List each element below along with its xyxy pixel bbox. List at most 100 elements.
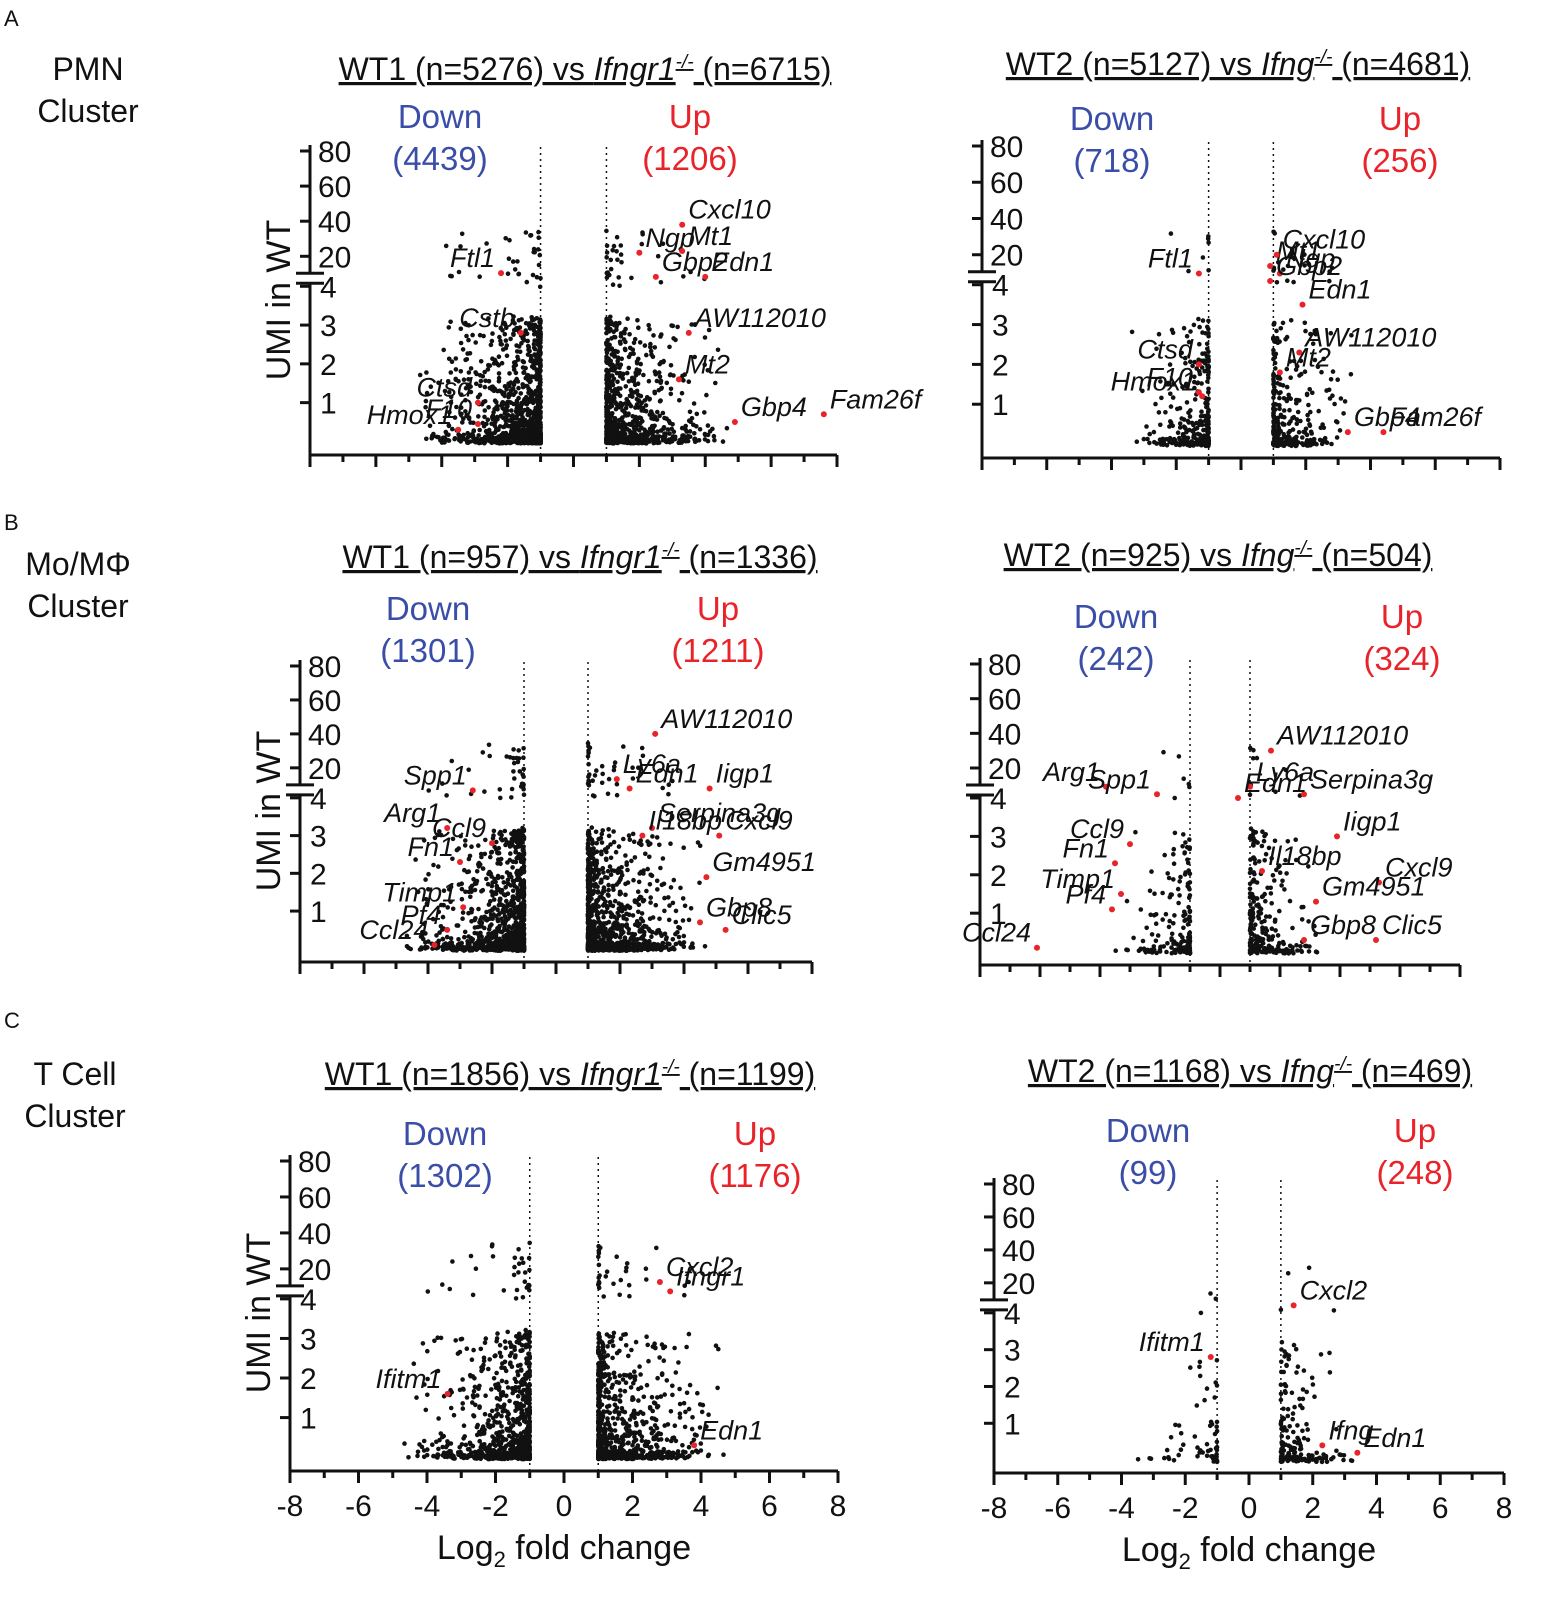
y-tick-label: 20 <box>990 240 1023 273</box>
gene-point <box>586 778 591 784</box>
gene-point <box>692 354 697 360</box>
gene-point <box>1192 359 1197 365</box>
gene-point <box>476 906 481 912</box>
gene-point <box>457 435 463 441</box>
gene-point <box>509 392 514 397</box>
gene-point <box>1328 330 1334 336</box>
gene-point <box>1324 440 1330 446</box>
gene-point <box>1170 395 1176 400</box>
gene-point <box>513 936 518 941</box>
gene-point <box>525 343 531 349</box>
gene-point <box>660 856 666 861</box>
y-tick-label: 3 <box>310 821 327 854</box>
gene-point <box>677 398 682 403</box>
gene-point <box>647 946 653 952</box>
gene-point <box>669 436 675 442</box>
gene-point <box>630 831 636 837</box>
gene-point <box>641 439 647 445</box>
gene-point <box>1203 331 1208 336</box>
gene-point <box>1308 409 1313 415</box>
gene-point <box>711 433 717 439</box>
gene-point <box>520 365 526 370</box>
gene-point <box>621 337 627 342</box>
gene-point <box>510 259 516 264</box>
gene-point <box>691 401 697 406</box>
gene-point <box>510 386 516 392</box>
gene-point <box>528 416 534 422</box>
gene-point <box>604 330 609 336</box>
y-tick-label: 4 <box>992 270 1009 303</box>
gene-point <box>638 420 643 426</box>
gene-point <box>615 358 620 364</box>
gene-point <box>530 322 535 328</box>
gene-point <box>623 892 628 898</box>
gene-point <box>1156 331 1162 337</box>
panel-title: WT2 (n=5127) vs Ifng-/- (n=4681) <box>1006 46 1470 82</box>
gene-point <box>516 946 521 951</box>
gene-point <box>456 269 462 275</box>
gene-point <box>639 842 644 847</box>
gene-point <box>608 383 614 388</box>
gene-point <box>604 228 609 234</box>
gene-point <box>697 880 702 886</box>
gene-point <box>641 871 646 876</box>
gene-point <box>483 378 488 384</box>
gene-point <box>1191 322 1197 328</box>
gene-point <box>667 431 672 436</box>
gene-point <box>656 434 662 439</box>
gene-point <box>496 371 502 376</box>
gene-point <box>477 274 483 280</box>
gene-point <box>532 249 537 255</box>
gene-label: Mt1 <box>688 221 733 251</box>
gene-point <box>446 356 452 362</box>
gene-label: Gbp4 <box>741 392 807 422</box>
gene-point <box>1158 422 1163 428</box>
gene-point <box>675 930 680 935</box>
down-count: (4439) <box>392 140 487 177</box>
gene-point <box>1184 400 1190 405</box>
highlight-point <box>1199 393 1206 400</box>
gene-point <box>608 326 613 332</box>
gene-point <box>521 359 527 365</box>
gene-point <box>463 320 468 326</box>
gene-point <box>441 347 447 353</box>
gene-point <box>694 424 699 429</box>
gene-point <box>514 755 519 761</box>
gene-point <box>648 344 653 350</box>
gene-point <box>1147 440 1152 446</box>
gene-point <box>1197 341 1202 347</box>
gene-point <box>605 892 611 897</box>
gene-point <box>636 909 641 915</box>
gene-point <box>473 370 478 375</box>
gene-point <box>657 361 662 367</box>
gene-point <box>1186 268 1191 274</box>
gene-point <box>609 388 615 394</box>
gene-point <box>662 945 668 950</box>
gene-point <box>1175 430 1181 436</box>
y-tick-label: 3 <box>992 310 1009 343</box>
gene-point <box>615 379 620 385</box>
gene-point <box>641 898 647 903</box>
gene-point <box>665 427 671 432</box>
gene-point <box>500 921 506 926</box>
gene-point <box>1285 441 1290 447</box>
gene-point <box>447 390 452 395</box>
gene-point <box>489 440 495 445</box>
gene-label: Ctsd <box>416 373 473 403</box>
gene-point <box>1196 316 1201 322</box>
gene-point <box>1277 339 1282 344</box>
gene-point <box>634 919 640 924</box>
gene-point <box>512 267 518 272</box>
gene-point <box>500 942 505 947</box>
gene-point <box>1332 401 1337 407</box>
gene-point <box>462 934 467 940</box>
gene-point <box>538 351 543 357</box>
gene-point <box>478 359 484 364</box>
gene-point <box>660 241 666 247</box>
gene-point <box>586 860 591 865</box>
cluster-name: Cluster <box>27 588 129 624</box>
gene-point <box>495 417 500 422</box>
gene-point <box>605 868 611 874</box>
gene-point <box>1281 431 1286 437</box>
gene-point <box>1303 328 1308 334</box>
